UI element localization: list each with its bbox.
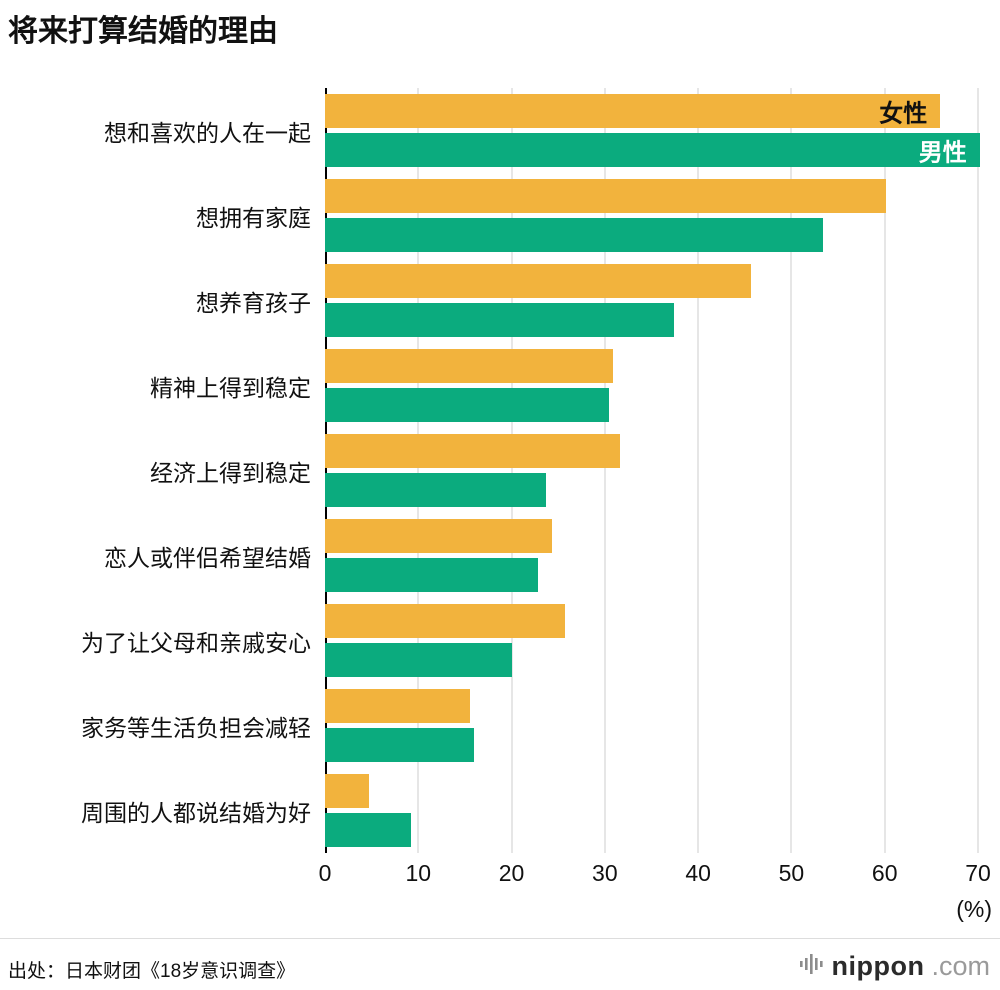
bar-male: 男性 bbox=[325, 133, 980, 167]
logo-name: nippon bbox=[831, 951, 925, 981]
bar-female bbox=[325, 349, 614, 383]
bar-group bbox=[325, 258, 1000, 343]
chart-row: 想养育孩子 bbox=[0, 258, 1000, 343]
x-tick-label: 60 bbox=[871, 860, 898, 886]
bar-group bbox=[325, 343, 1000, 428]
category-label: 想养育孩子 bbox=[196, 289, 311, 316]
x-tick-label: 10 bbox=[405, 860, 432, 886]
gridline bbox=[511, 88, 513, 853]
category-label: 精神上得到稳定 bbox=[150, 374, 311, 401]
gridline bbox=[977, 88, 979, 853]
nippon-logo: nippon .com bbox=[799, 950, 990, 983]
grid-layer bbox=[325, 88, 979, 853]
chart-row: 想和喜欢的人在一起 女性 男性 bbox=[0, 88, 1000, 173]
bar-male bbox=[325, 218, 823, 252]
category-label: 经济上得到稳定 bbox=[150, 459, 311, 486]
bar-male bbox=[325, 303, 675, 337]
chart-row: 经济上得到稳定 bbox=[0, 428, 1000, 513]
chart-title: 将来打算结婚的理由 bbox=[8, 15, 278, 48]
x-tick-label: 30 bbox=[592, 860, 618, 886]
bar-group bbox=[325, 428, 1000, 513]
bar-male bbox=[325, 643, 513, 677]
bar-female bbox=[325, 264, 752, 298]
gridline bbox=[790, 88, 792, 853]
category-label: 想和喜欢的人在一起 bbox=[104, 119, 311, 146]
bar-male bbox=[325, 728, 474, 762]
bar-female: 女性 bbox=[325, 94, 941, 128]
chart-row: 精神上得到稳定 bbox=[0, 343, 1000, 428]
gridline bbox=[697, 88, 699, 853]
x-tick-label: 50 bbox=[778, 860, 805, 886]
logo-suffix: .com bbox=[931, 951, 990, 981]
bar-male bbox=[325, 813, 411, 847]
bar-female bbox=[325, 689, 470, 723]
chart-rows: 想和喜欢的人在一起 女性 男性 想拥有家庭 想养育孩子 精神上得到稳定 经济上得到稳定 恋人或… bbox=[0, 88, 1000, 853]
chart-row: 恋人或伴侣希望结婚 bbox=[0, 513, 1000, 598]
bar-female bbox=[325, 179, 887, 213]
bar-male bbox=[325, 558, 539, 592]
x-tick-label: 20 bbox=[498, 860, 525, 886]
chart-row: 周围的人都说结婚为好 bbox=[0, 768, 1000, 853]
footer-divider bbox=[0, 938, 1000, 939]
category-label: 周围的人都说结婚为好 bbox=[81, 799, 311, 826]
axis-unit-label: (%) bbox=[956, 896, 992, 922]
source-text: 出处：日本财团《18岁意识调查》 bbox=[8, 961, 296, 982]
category-label: 恋人或伴侣希望结婚 bbox=[104, 544, 311, 571]
axis-ticks: 0 10 20 30 40 50 60 70 bbox=[319, 860, 991, 890]
category-label: 想拥有家庭 bbox=[196, 204, 311, 231]
chart-row: 想拥有家庭 bbox=[0, 173, 1000, 258]
bar-group bbox=[325, 513, 1000, 598]
bar-female bbox=[325, 604, 566, 638]
bar-female bbox=[325, 519, 552, 553]
category-label: 为了让父母和亲戚安心 bbox=[81, 629, 311, 656]
category-label: 家务等生活负担会减轻 bbox=[81, 714, 311, 741]
x-tick-label: 0 bbox=[318, 860, 332, 886]
soundwave-icon bbox=[799, 950, 825, 983]
gridline bbox=[417, 88, 419, 853]
bar-group bbox=[325, 768, 1000, 853]
legend-male: 男性 bbox=[918, 139, 967, 167]
bar-group: 女性男性 bbox=[325, 88, 1000, 173]
bar-male bbox=[325, 473, 546, 507]
bar-group bbox=[325, 173, 1000, 258]
y-axis-line bbox=[325, 88, 327, 853]
chart-row: 为了让父母和亲戚安心 bbox=[0, 598, 1000, 683]
bar-group bbox=[325, 683, 1000, 768]
bar-male bbox=[325, 388, 609, 422]
gridline bbox=[604, 88, 606, 853]
bar-female bbox=[325, 774, 370, 808]
x-tick-label: 40 bbox=[685, 860, 711, 886]
chart-row: 家务等生活负担会减轻 bbox=[0, 683, 1000, 768]
bar-female bbox=[325, 434, 621, 468]
gridline bbox=[884, 88, 886, 853]
bar-group bbox=[325, 598, 1000, 683]
legend-female: 女性 bbox=[879, 100, 928, 128]
x-tick-label: 70 bbox=[965, 860, 991, 886]
